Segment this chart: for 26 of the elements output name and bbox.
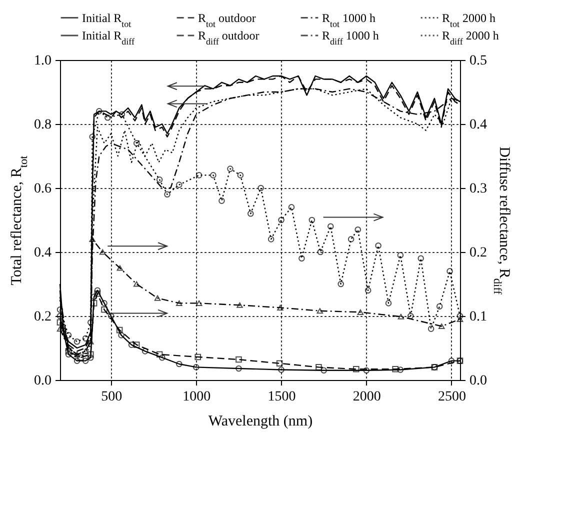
legend-label: R$_{tot}$ 1000 h [322,10,376,29]
x-tick-label: 2000 [352,390,381,404]
legend-label: Initial R$_{diff}$ [82,28,135,46]
x-axis-title: Wavelength (nm) [208,414,313,430]
y2-tick-label: 0.1 [470,310,487,324]
x-tick-label: 1000 [182,390,211,404]
legend-label: R$_{tot}$ outdoor [198,10,256,29]
y-tick-label: 1.0 [34,54,52,68]
x-tick-label: 1500 [268,390,296,404]
y2-tick-label: 0.3 [470,182,487,196]
legend-label: Initial R$_{tot}$ [82,10,132,29]
y-tick-label: 0.4 [34,246,52,260]
legend-label: R$_{tot}$ 2000 h [442,10,496,29]
legend-label: R$_{diff}$ outdoor [198,28,260,46]
y-tick-label: 0.0 [34,374,52,388]
y-tick-label: 0.8 [34,118,52,132]
y-tick-label: 0.2 [34,310,52,324]
y2-tick-label: 0.2 [470,246,487,260]
y2-tick-label: 0.4 [470,118,487,132]
x-tick-label: 500 [101,390,122,404]
y2-tick-label: 0.0 [470,374,487,388]
y2-tick-label: 0.5 [470,54,487,68]
legend-label: R$_{diff}$ 1000 h [322,28,379,46]
legend-label: R$_{diff}$ 2000 h [442,28,499,46]
y-tick-label: 0.6 [34,182,52,196]
x-tick-label: 2500 [438,390,466,404]
